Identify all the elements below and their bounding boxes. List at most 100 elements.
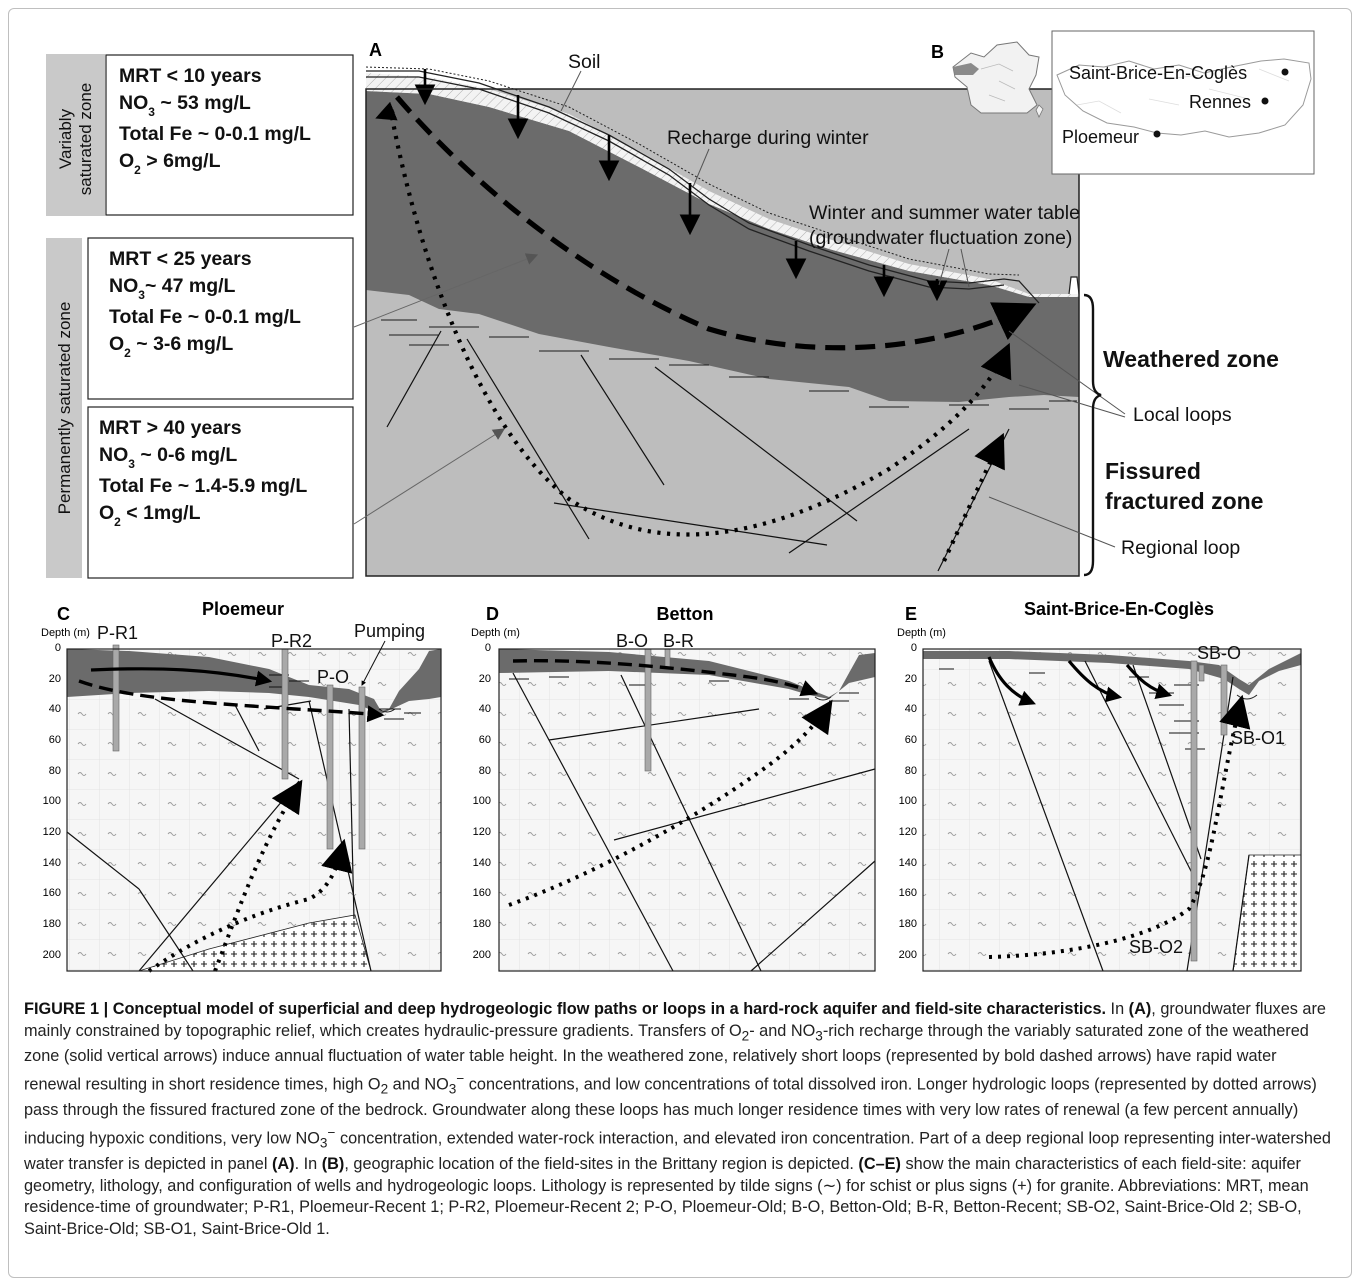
figure-graphic: Variably saturated zone Permanently satu… (41, 30, 1315, 973)
fe-text: Total Fe ~ 0-0.1 mg/L (109, 306, 301, 328)
panel-e-labels: SB-O SB-O1 SB-O2 (1129, 643, 1285, 957)
panel-e-letter: E (905, 604, 917, 624)
panel-d-depth-ticks: 0 20 40 60 80 100 120 140 160 180 200 (473, 642, 491, 961)
panel-c-depth-label: Depth (m) (41, 627, 90, 639)
panel-e-section (922, 648, 1302, 972)
well-label-p-o: P-O (317, 667, 349, 687)
svg-text:60: 60 (905, 734, 917, 746)
o2-text: O2 < 1mg/L (99, 502, 201, 529)
panel-c-letter: C (57, 604, 70, 624)
panel-a-cross-section (365, 66, 1080, 577)
info-box-weathered: MRT < 25 years NO3~ 47 mg/L Total Fe ~ 0… (87, 237, 354, 400)
well-label-sb-o2: SB-O2 (1129, 937, 1183, 957)
svg-text:0: 0 (55, 642, 61, 654)
figure-caption: FIGURE 1 | Conceptual model of superfici… (24, 1000, 1331, 1238)
svg-text:40: 40 (905, 703, 917, 715)
soil-leader (560, 70, 582, 112)
caption-title: FIGURE 1 | Conceptual model of superfici… (24, 1000, 1107, 1018)
well-label-b-r: B-R (663, 631, 694, 651)
mrt-text: MRT < 25 years (109, 248, 252, 270)
map-dot-rennes (1261, 97, 1269, 105)
well-label-sb-o: SB-O (1197, 643, 1241, 663)
brittany-map: Saint-Brice-En-Coglès Rennes Ploemeur (1051, 30, 1315, 175)
svg-text:160: 160 (43, 887, 61, 899)
panel-d-section (498, 648, 876, 972)
mrt-text: MRT < 10 years (119, 65, 262, 87)
svg-text:140: 140 (473, 857, 491, 869)
variably-zone-label-2: saturated zone (76, 83, 95, 195)
variably-zone-tab (46, 54, 105, 216)
svg-text:60: 60 (49, 734, 61, 746)
svg-text:160: 160 (899, 887, 917, 899)
svg-text:180: 180 (899, 918, 917, 930)
svg-text:40: 40 (479, 703, 491, 715)
map-label-saint-brice: Saint-Brice-En-Coglès (1069, 63, 1247, 83)
panel-e-depth-label: Depth (m) (897, 627, 946, 639)
panel-c-section (66, 644, 442, 973)
local-loops-leader (1008, 330, 1126, 415)
svg-text:200: 200 (473, 949, 491, 961)
map-dot-saint-brice (1281, 68, 1289, 76)
soil-label: Soil (568, 51, 601, 73)
fe-text: Total Fe ~ 0-0.1 mg/L (119, 123, 311, 145)
svg-text:180: 180 (43, 918, 61, 930)
svg-text:100: 100 (473, 795, 491, 807)
mrt-text: MRT > 40 years (99, 417, 242, 439)
permanent-zone-label: Permanently saturated zone (55, 302, 74, 515)
svg-text:40: 40 (49, 703, 61, 715)
svg-text:120: 120 (473, 826, 491, 838)
svg-text:140: 140 (43, 857, 61, 869)
svg-text:160: 160 (473, 887, 491, 899)
svg-text:80: 80 (49, 765, 61, 777)
fissured-zone-label-1: Fissured (1105, 458, 1201, 484)
svg-text:120: 120 (43, 826, 61, 838)
svg-text:20: 20 (479, 673, 491, 685)
local-loops-label: Local loops (1133, 404, 1232, 426)
svg-text:120: 120 (899, 826, 917, 838)
svg-text:80: 80 (905, 765, 917, 777)
svg-text:100: 100 (899, 795, 917, 807)
pumping-label: Pumping (354, 621, 425, 641)
svg-text:20: 20 (905, 673, 917, 685)
panel-b-letter: B (931, 42, 944, 62)
zone-brace (1083, 293, 1102, 577)
panel-e-depth-ticks: 0 20 40 60 80 100 120 140 160 180 200 (899, 642, 917, 961)
recharge-label: Recharge during winter (667, 127, 869, 149)
weathered-zone-label: Weathered zone (1103, 346, 1279, 372)
no3-text: NO3 ~ 53 mg/L (119, 92, 251, 119)
box-leader-lines (353, 253, 539, 525)
o2-text: O2 > 6mg/L (119, 150, 221, 177)
panel-c-depth-ticks: 0 20 40 60 80 100 120 140 160 180 200 (43, 642, 61, 961)
no3-text: NO3 ~ 0-6 mg/L (99, 444, 237, 471)
map-label-rennes: Rennes (1189, 92, 1251, 112)
well-label-p-r1: P-R1 (97, 623, 138, 643)
svg-text:200: 200 (899, 949, 917, 961)
svg-text:80: 80 (479, 765, 491, 777)
panel-d-labels: B-O B-R (616, 631, 694, 651)
well-label-p-r2: P-R2 (271, 631, 312, 651)
svg-text:0: 0 (485, 642, 491, 654)
panel-d-title: Betton (657, 604, 714, 624)
panel-a-labels: Soil Recharge during winter Winter and s… (560, 51, 1279, 577)
svg-text:200: 200 (43, 949, 61, 961)
variably-zone-label-1: Variably (56, 108, 75, 169)
svg-text:60: 60 (479, 734, 491, 746)
france-map (952, 41, 1044, 118)
info-box-shallow: MRT < 10 years NO3 ~ 53 mg/L Total Fe ~ … (105, 54, 354, 216)
panel-c-labels: P-R1 P-R2 P-O Pumping (97, 621, 425, 687)
recharge-leader (692, 148, 710, 188)
svg-text:20: 20 (49, 673, 61, 685)
fe-text: Total Fe ~ 1.4-5.9 mg/L (99, 475, 307, 497)
panel-e-title: Saint-Brice-En-Coglès (1024, 599, 1214, 619)
map-label-ploemeur: Ploemeur (1062, 127, 1139, 147)
no3-text: NO3~ 47 mg/L (109, 275, 236, 302)
panel-d-letter: D (486, 604, 499, 624)
svg-text:140: 140 (899, 857, 917, 869)
well-label-b-o: B-O (616, 631, 648, 651)
info-box-fissured: MRT > 40 years NO3 ~ 0-6 mg/L Total Fe ~… (87, 406, 354, 579)
panel-c-title: Ploemeur (202, 599, 284, 619)
regional-loop-label: Regional loop (1121, 537, 1240, 559)
water-table-label-1: Winter and summer water table (809, 202, 1080, 224)
figure-page: Variably saturated zone Permanently satu… (8, 8, 1352, 1278)
well-label-sb-o1: SB-O1 (1231, 728, 1285, 748)
